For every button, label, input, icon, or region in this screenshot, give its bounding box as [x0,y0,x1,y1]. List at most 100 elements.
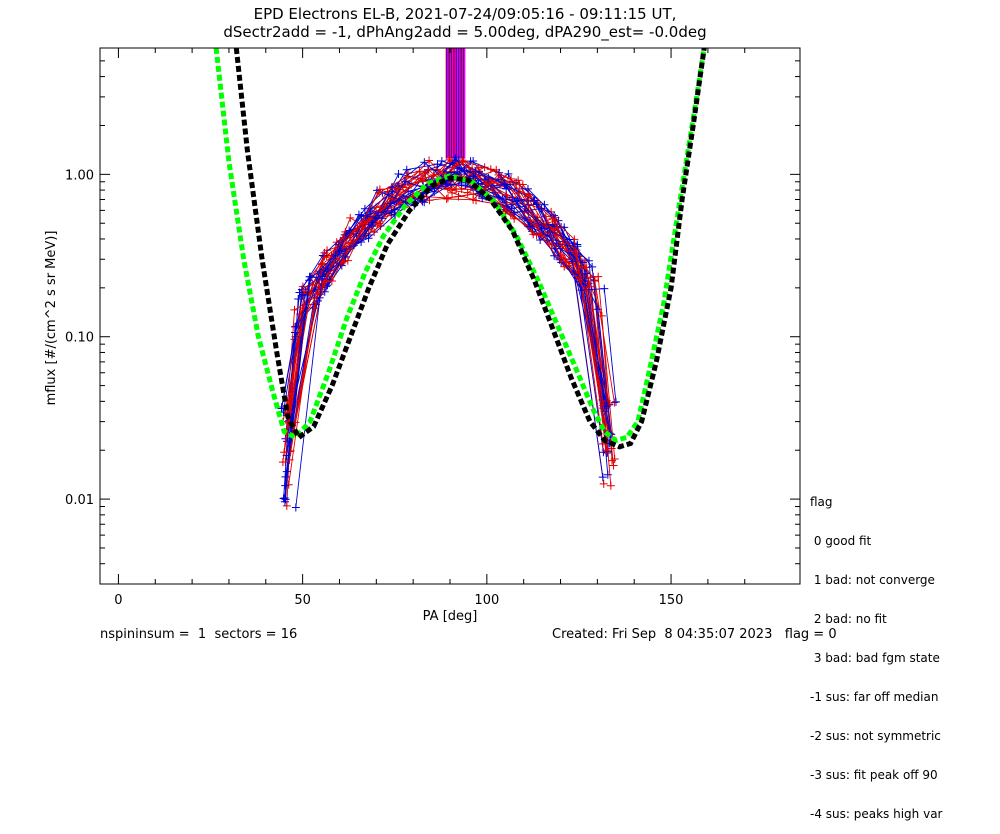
data-point-marker [278,458,287,467]
data-point-marker [420,158,429,167]
data-series-line [288,160,612,435]
data-point-marker [560,223,569,232]
y-tick-label: 0.01 [65,493,94,508]
data-point-marker [469,172,478,181]
data-point-marker [285,455,294,464]
fit-curves [213,48,707,450]
data-point-marker [290,305,299,314]
data-point-marker [530,196,539,205]
data-point-marker [469,195,478,204]
data-point-marker [455,163,464,172]
data-point-marker [448,185,457,194]
data-point-marker [593,305,602,314]
data-point-marker [280,448,289,457]
data-point-marker [582,286,591,295]
data-point-marker [568,257,577,266]
data-point-marker [571,270,580,279]
data-point-marker [463,188,472,197]
y-tick-label: 1.00 [65,168,94,183]
data-point-marker [281,481,290,490]
data-series-line [286,167,608,472]
data-point-marker [283,437,292,446]
data-point-marker [512,197,521,206]
data-point-marker [378,214,387,223]
data-point-marker [526,222,535,231]
data-point-marker [601,446,610,455]
footer-spin-info: nspininsum = 1 sectors = 16 [100,627,298,642]
flag-legend-item: -3 sus: fit peak off 90 [810,768,938,782]
y-tick-label: 0.10 [65,331,94,346]
data-series-line [288,179,613,485]
data-point-marker [429,170,438,179]
data-series-line [282,161,606,413]
data-point-marker [402,165,411,174]
data-point-marker [551,216,560,225]
data-series-line [287,171,609,431]
data-point-marker [471,167,480,176]
data-point-marker [501,207,510,216]
axes: 0 50 100 150 0.01 0.10 1.00 [65,47,801,608]
data-point-marker [537,204,546,213]
data-point-marker [537,231,546,240]
data-point-marker [364,234,373,243]
flag-legend-item: 3 bad: bad fgm state [810,651,940,665]
data-point-marker [375,185,384,194]
flag-legend-item: 2 bad: no fit [810,612,887,626]
data-point-marker [611,397,620,406]
data-point-marker [600,284,609,293]
data-point-marker [331,250,340,259]
flag-legend-item: -4 sus: peaks high var [810,807,943,821]
flag-legend: flag 0 good fit 1 bad: not converge 2 ba… [810,470,942,834]
data-series-line [288,159,615,452]
data-point-marker [565,235,574,244]
data-series-line [289,168,607,460]
data-point-marker [402,172,411,181]
data-point-marker [500,180,509,189]
data-series-line [286,157,604,442]
data-point-marker [610,454,619,463]
fit-curve [213,48,707,444]
data-point-marker [526,217,535,226]
data-point-marker [295,288,304,297]
data-point-marker [602,402,611,411]
measurement-series [277,154,620,512]
data-series-line [290,174,612,486]
data-point-marker [578,262,587,271]
data-point-marker [557,253,566,262]
data-point-marker [425,156,434,165]
data-point-marker [320,248,329,257]
data-series-line [289,163,609,475]
data-point-marker [571,248,580,257]
data-point-marker [313,296,322,305]
data-series-line [286,164,607,451]
data-point-marker [282,501,291,510]
data-point-marker [281,495,290,504]
data-point-marker [352,229,361,238]
data-point-marker [364,225,373,234]
data-series-line [283,159,608,453]
data-point-marker [594,272,603,281]
data-series-line [295,171,617,508]
data-point-marker [506,209,515,218]
data-point-marker [553,223,562,232]
data-point-marker [305,276,314,285]
data-point-marker [458,156,467,165]
data-point-marker [478,194,487,203]
data-point-marker [357,238,366,247]
data-point-marker [459,157,468,166]
data-point-marker [514,176,523,185]
data-point-marker [442,195,451,204]
data-series-line [292,170,616,460]
data-point-marker [318,260,327,269]
x-tick-label: 50 [294,593,311,608]
flag-legend-item: 0 good fit [810,534,872,548]
data-point-marker [507,204,516,213]
data-point-marker [281,472,290,481]
data-series-line [282,167,605,463]
data-point-marker [588,262,597,271]
data-series-line [289,173,609,444]
data-point-marker [502,191,511,200]
data-point-marker [318,272,327,281]
data-series-line [288,161,610,413]
data-point-marker [346,213,355,222]
